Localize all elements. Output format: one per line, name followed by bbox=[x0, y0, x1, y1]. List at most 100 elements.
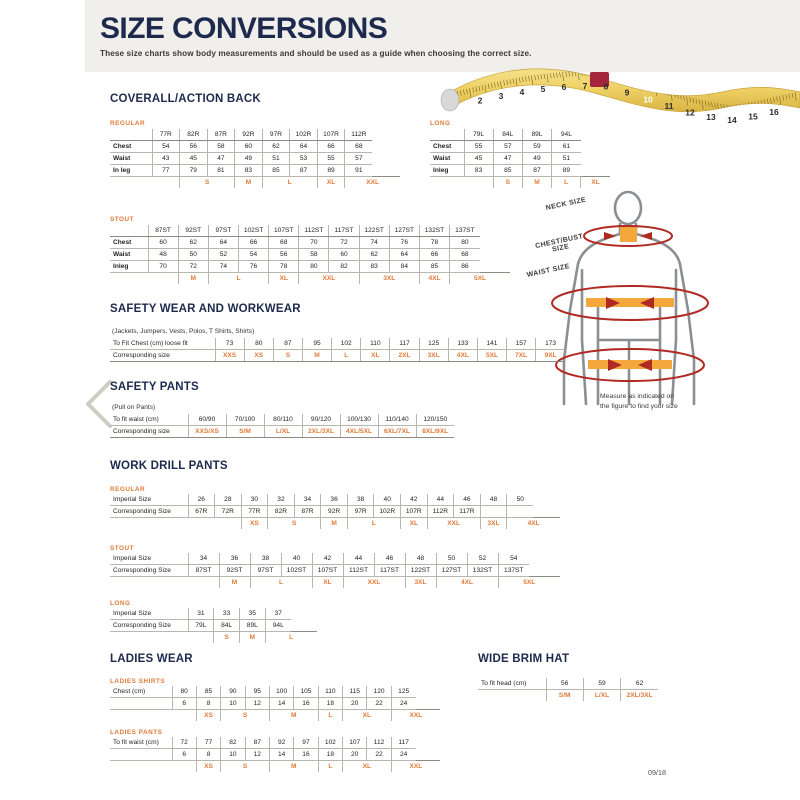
table-cell: 117ST bbox=[373, 564, 405, 577]
table-cell: 125 bbox=[418, 338, 449, 350]
size-band-cell: XL bbox=[400, 517, 428, 529]
size-band-cell: S bbox=[220, 709, 270, 721]
row-label: In leg bbox=[110, 164, 152, 177]
table-cell: 70/100 bbox=[225, 414, 264, 426]
table-cell: 62 bbox=[177, 236, 209, 249]
table-cell: 85 bbox=[261, 164, 290, 177]
table-cell: 87 bbox=[521, 164, 552, 177]
table-cell: 86 bbox=[449, 260, 480, 273]
table-cell: 14 bbox=[268, 697, 294, 710]
size-band-cell bbox=[188, 631, 214, 643]
table-cell: 115 bbox=[342, 686, 367, 698]
table-cell: 81 bbox=[206, 164, 235, 177]
table-cell: 51 bbox=[551, 152, 581, 165]
table-cell bbox=[394, 620, 420, 632]
table-cell: 55 bbox=[316, 152, 345, 165]
row-label: Waist bbox=[110, 152, 152, 165]
table-row: Chest 60 62 64 66 68 70 72 74 76 78 80 bbox=[110, 236, 510, 249]
col-header: 112R bbox=[344, 129, 373, 141]
table-cell: 66 bbox=[418, 248, 450, 261]
table-cell: 54 bbox=[497, 553, 529, 565]
row-label: Chest bbox=[110, 140, 152, 153]
row-label: Chest bbox=[430, 140, 464, 153]
label-ladies-pants: LADIES PANTS bbox=[110, 729, 163, 736]
table-row: Waist 48 50 52 54 56 58 60 62 64 66 68 bbox=[110, 248, 510, 261]
size-band-cell: 2XL/3XL bbox=[620, 689, 658, 701]
table-cell: 56 bbox=[268, 248, 299, 261]
chevron-decoration-icon bbox=[80, 378, 114, 430]
table-row: To fit waist (cm) 72 77 82 87 92 97 102 107 112 11… bbox=[110, 737, 440, 749]
table-cell: 16 bbox=[293, 697, 319, 710]
size-band-cell: S bbox=[213, 631, 240, 643]
table-cell: 90 bbox=[220, 686, 246, 698]
table-cell: 68 bbox=[344, 140, 373, 153]
table-cell: 34 bbox=[293, 494, 321, 506]
table-cell: 78 bbox=[268, 260, 299, 273]
table-cell: 50 bbox=[506, 494, 534, 506]
table-cell: 100/130 bbox=[339, 414, 378, 426]
size-band-cell: 4XL bbox=[435, 576, 498, 588]
table-cell: 55 bbox=[463, 140, 494, 153]
table-cell: 87R bbox=[293, 505, 321, 518]
table-cell: XL bbox=[360, 349, 390, 362]
table-cell: 87 bbox=[289, 164, 318, 177]
size-band-cell: L bbox=[264, 631, 317, 643]
table-cell: 72R bbox=[214, 505, 242, 518]
table-cell: 32 bbox=[267, 494, 295, 506]
table-cell: 22 bbox=[366, 697, 392, 710]
table-cell: 85 bbox=[195, 686, 221, 698]
size-band-cell: XL bbox=[268, 272, 299, 284]
table-row: Corresponding Size 67R 72R 77R 82R 87R 92R 97R 1… bbox=[110, 505, 560, 518]
table-cell: 110 bbox=[360, 338, 390, 350]
table-cell: 61 bbox=[551, 140, 581, 153]
col-header: 132ST bbox=[418, 225, 450, 237]
table-cell: 82 bbox=[220, 737, 246, 749]
table-cell: 8XL/9XL bbox=[415, 425, 454, 438]
size-band-cell: 3XL bbox=[358, 272, 420, 284]
page-subtitle: These size charts show body measurements… bbox=[100, 49, 532, 58]
table-cell: 40 bbox=[280, 553, 312, 565]
table-cell: 54 bbox=[151, 140, 180, 153]
table-cell: 127ST bbox=[435, 564, 467, 577]
size-band-row: XS S M L XL XXL bbox=[110, 760, 440, 772]
table-cell: 92R bbox=[320, 505, 348, 518]
row-label: Inleg bbox=[430, 164, 464, 177]
col-header: 102R bbox=[289, 129, 318, 141]
size-band-cell: M bbox=[238, 631, 266, 643]
table-row: Chest 54 56 58 60 62 64 66 68 bbox=[110, 140, 400, 153]
row-label: Inleg bbox=[110, 260, 148, 273]
table-cell: 60 bbox=[234, 140, 263, 153]
page-title: SIZE CONVERSIONS bbox=[100, 12, 388, 45]
size-band-cell: XL bbox=[580, 176, 610, 188]
size-band-cell: S bbox=[220, 760, 270, 772]
table-cell: 102 bbox=[331, 338, 361, 350]
table-cell bbox=[368, 620, 394, 632]
table-row: Waist 45 47 49 51 bbox=[430, 152, 610, 165]
table-cell: 48 bbox=[479, 494, 507, 506]
table-cell: 68 bbox=[449, 248, 480, 261]
section-title-safetywear: SAFETY WEAR AND WORKWEAR bbox=[110, 303, 301, 315]
table-cell: 60 bbox=[328, 248, 360, 261]
table-cell: 54 bbox=[237, 248, 269, 261]
table-workdrill-regular: Imperial Size 26 28 30 32 34 36 38 40 42 44 46 48 50 C… bbox=[110, 494, 560, 529]
size-band-cell: M bbox=[268, 760, 319, 772]
table-cell: 132ST bbox=[466, 564, 498, 577]
label-ladies-shirts: LADIES SHIRTS bbox=[110, 678, 166, 685]
table-cell: 66 bbox=[316, 140, 345, 153]
table-cell: 89L bbox=[238, 619, 266, 632]
table-cell: 20 bbox=[342, 697, 367, 710]
size-band-cell bbox=[148, 272, 179, 284]
table-cell: 77R bbox=[240, 505, 268, 518]
table-workdrill-long: Imperial Size 31 33 35 37 Corresponding Size 7… bbox=[110, 608, 420, 643]
size-band-cell: XL bbox=[342, 760, 392, 772]
table-cell: 35 bbox=[238, 608, 266, 620]
size-band-row: S M L XL bbox=[430, 176, 610, 188]
table-cell: 117 bbox=[390, 737, 416, 749]
table-cell: 85 bbox=[492, 164, 523, 177]
table-cell: 112R bbox=[426, 505, 454, 518]
table-cell: 22 bbox=[366, 748, 392, 761]
size-band-cell bbox=[214, 517, 242, 529]
table-ladies-pants: To fit waist (cm) 72 77 82 87 92 97 102 107 112 11… bbox=[110, 737, 440, 772]
size-band-cell bbox=[172, 760, 197, 772]
